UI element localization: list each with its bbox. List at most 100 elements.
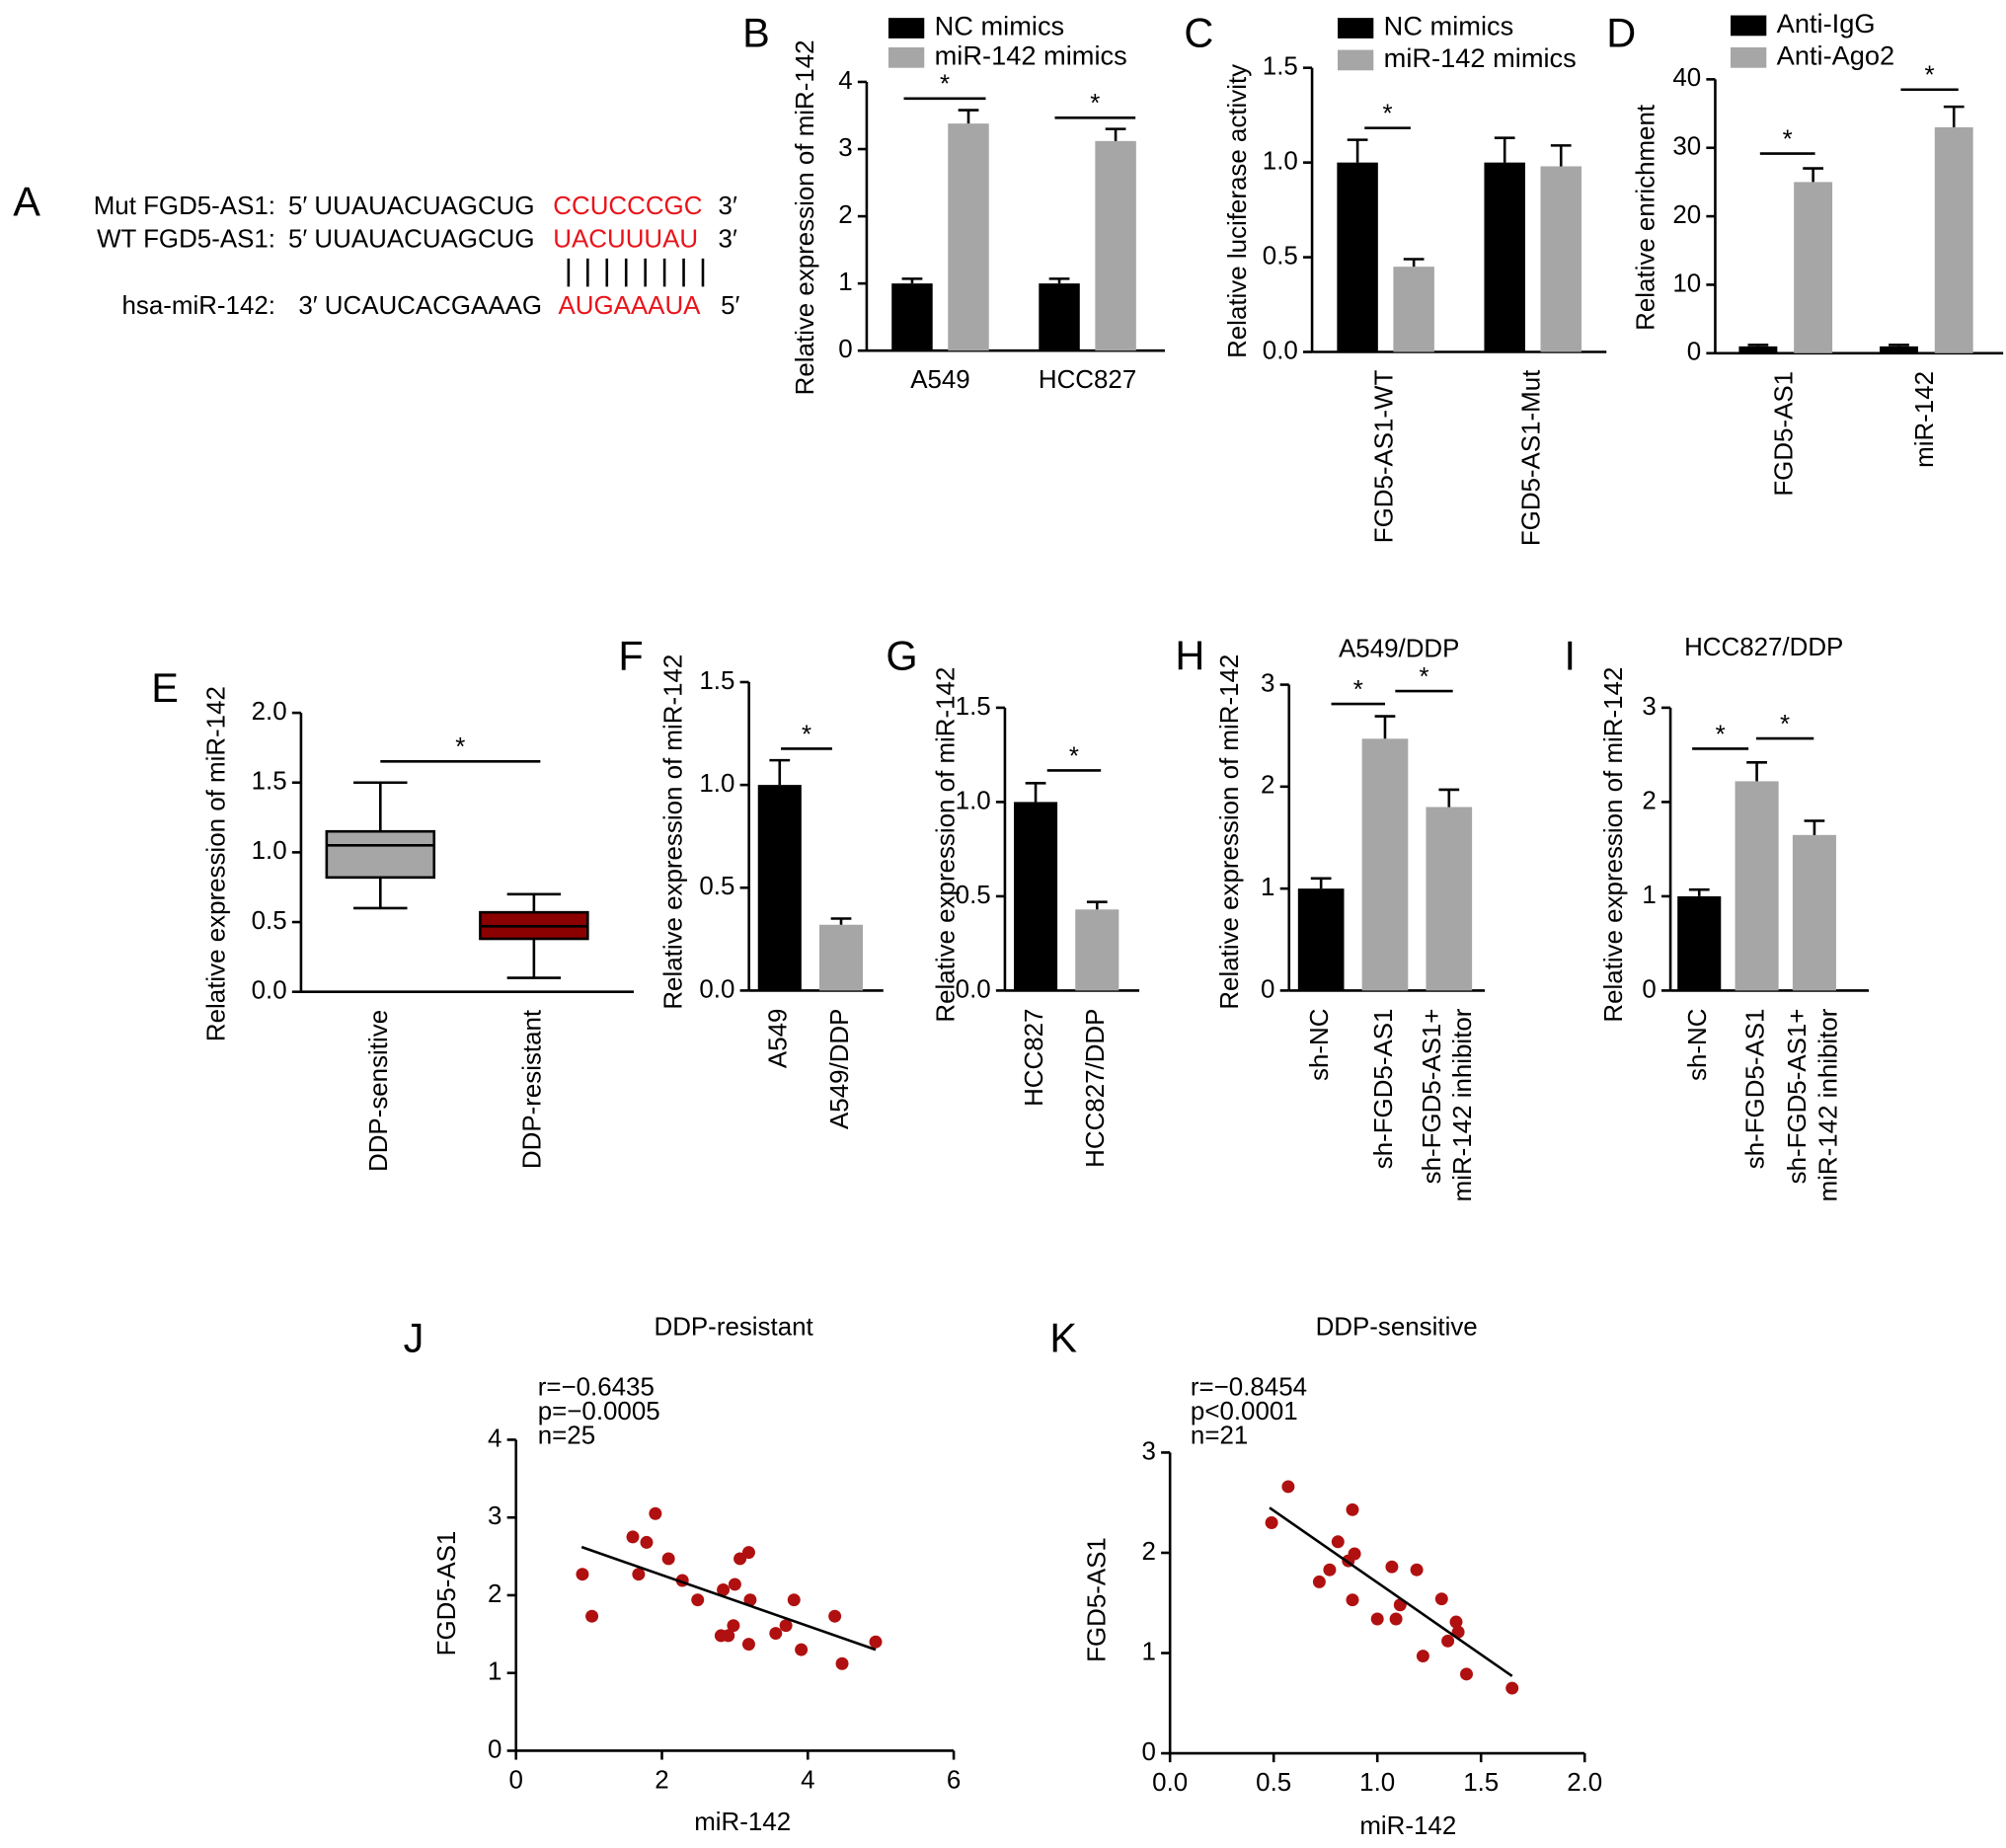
error-bar: [1025, 782, 1046, 803]
point: [1505, 1681, 1519, 1695]
bar: [891, 283, 933, 351]
y-tick-label: 0.5: [956, 882, 991, 909]
point: [741, 1638, 755, 1652]
y-tick-label: 1.0: [1263, 147, 1298, 175]
y-tick-label: 2: [838, 201, 852, 229]
bar: [818, 924, 864, 991]
sequence-name: hsa-miR-142:: [121, 292, 275, 320]
panel: H Relative expression of miR-142 A549/DDP 0…: [1175, 633, 1486, 1201]
x-tick-label: 2: [655, 1766, 668, 1794]
point: [1312, 1575, 1326, 1588]
stat-annotation: n=21: [1191, 1423, 1248, 1450]
x-tick-label: FGD5-AS1-WT: [1370, 369, 1398, 543]
bar: [1426, 807, 1473, 991]
bar: [1677, 895, 1722, 991]
significance-label: *: [1925, 62, 1935, 90]
x-tick-label: A549: [910, 366, 970, 394]
x-tick-label: DDP-sensitive: [365, 1010, 393, 1172]
point: [632, 1568, 646, 1581]
y-axis-label: Relative expression of miR-142: [659, 654, 687, 1010]
y-tick-label: 0.5: [699, 873, 734, 900]
y-tick-label: 1.5: [956, 693, 991, 721]
error-bar: [1688, 887, 1710, 896]
x-tick-label: HCC827/DDP: [1082, 1009, 1110, 1168]
error-bar: [1746, 761, 1767, 782]
point: [1370, 1612, 1384, 1626]
y-tick-label: 3: [838, 134, 852, 162]
legend-swatch: [1338, 49, 1374, 71]
y-tick-label: 0.0: [252, 977, 287, 1005]
significance-label: *: [455, 733, 465, 761]
bar: [1794, 182, 1833, 353]
x-tick-label: FGD5-AS1: [1771, 371, 1799, 497]
x-tick-label: miR-142 inhibitor: [1814, 1008, 1842, 1201]
sequence: 5′ UUAUACUAGCUG: [288, 192, 535, 220]
point: [626, 1530, 640, 1544]
stat-annotation: r=−0.6435: [538, 1373, 655, 1401]
y-tick-label: 0: [1687, 339, 1701, 366]
point: [1385, 1560, 1399, 1574]
point: [727, 1619, 740, 1633]
significance-label: *: [1383, 101, 1393, 128]
error-bar: [769, 758, 791, 786]
sequence: 5′ UUAUACUAGCUG: [288, 226, 535, 254]
error-bar: [1804, 819, 1825, 835]
y-tick-label: 1.5: [699, 667, 734, 695]
x-tick-label: 6: [947, 1766, 961, 1794]
bar: [1014, 802, 1058, 991]
whisker: [506, 939, 562, 979]
regression-line: [1269, 1506, 1513, 1677]
point: [728, 1578, 741, 1591]
x-tick-label: A549: [765, 1009, 793, 1069]
y-tick-label: 0.5: [1263, 242, 1298, 270]
binding-site: CCUCCCGC: [553, 192, 702, 220]
point: [1434, 1592, 1448, 1606]
y-tick-label: 2: [488, 1580, 502, 1608]
significance-label: *: [940, 71, 950, 99]
y-tick-label: 30: [1672, 133, 1701, 161]
error-bar: [1403, 258, 1425, 268]
error-bar: [1747, 344, 1769, 346]
y-tick-label: 0.5: [252, 907, 287, 935]
legend-label: miR-142 mimics: [1384, 42, 1577, 73]
y-tick-label: 0: [488, 1735, 502, 1763]
y-axis-label: FGD5-AS1: [433, 1531, 461, 1656]
panel: I Relative expression of miR-142 HCC827/DD…: [1564, 633, 1870, 1201]
error-bar: [1374, 715, 1396, 739]
y-tick-label: 1: [1141, 1638, 1155, 1665]
y-tick-label: 1: [838, 269, 852, 296]
point: [1323, 1563, 1337, 1577]
point: [869, 1635, 883, 1649]
point: [576, 1568, 589, 1581]
x-tick-label: FGD5-AS1-Mut: [1518, 369, 1546, 546]
y-tick-label: 4: [838, 67, 852, 95]
error-bar: [958, 109, 979, 124]
error-bar: [830, 917, 852, 925]
error-bar: [1310, 877, 1332, 889]
whisker: [353, 781, 408, 832]
point: [1346, 1502, 1359, 1516]
x-tick-label: HCC827: [1021, 1009, 1048, 1107]
stat-annotation: p<0.0001: [1191, 1398, 1298, 1425]
point: [1346, 1593, 1359, 1607]
chart-title: HCC827/DDP: [1684, 634, 1843, 661]
error-bar: [1048, 277, 1070, 284]
bar: [1337, 162, 1378, 352]
y-tick-label: 0.0: [1263, 337, 1298, 364]
y-tick-label: 1.0: [699, 770, 734, 798]
bar: [1484, 162, 1525, 352]
legend-swatch: [1338, 18, 1374, 38]
x-tick-label: 1.0: [1359, 1769, 1395, 1797]
stat-annotation: r=−0.8454: [1191, 1373, 1307, 1401]
sequence-name: WT FGD5-AS1:: [97, 226, 275, 254]
y-tick-label: 3: [488, 1502, 502, 1530]
x-axis-label: miR-142: [1359, 1812, 1456, 1840]
x-tick-label: 4: [801, 1766, 814, 1794]
y-tick-label: 1: [1261, 874, 1274, 901]
bar: [1361, 738, 1409, 991]
sequence-name: Mut FGD5-AS1:: [94, 192, 275, 220]
point: [1281, 1480, 1295, 1494]
point: [1389, 1612, 1403, 1626]
significance-label: *: [1419, 663, 1428, 691]
x-tick-label: miR-142 inhibitor: [1449, 1008, 1477, 1201]
